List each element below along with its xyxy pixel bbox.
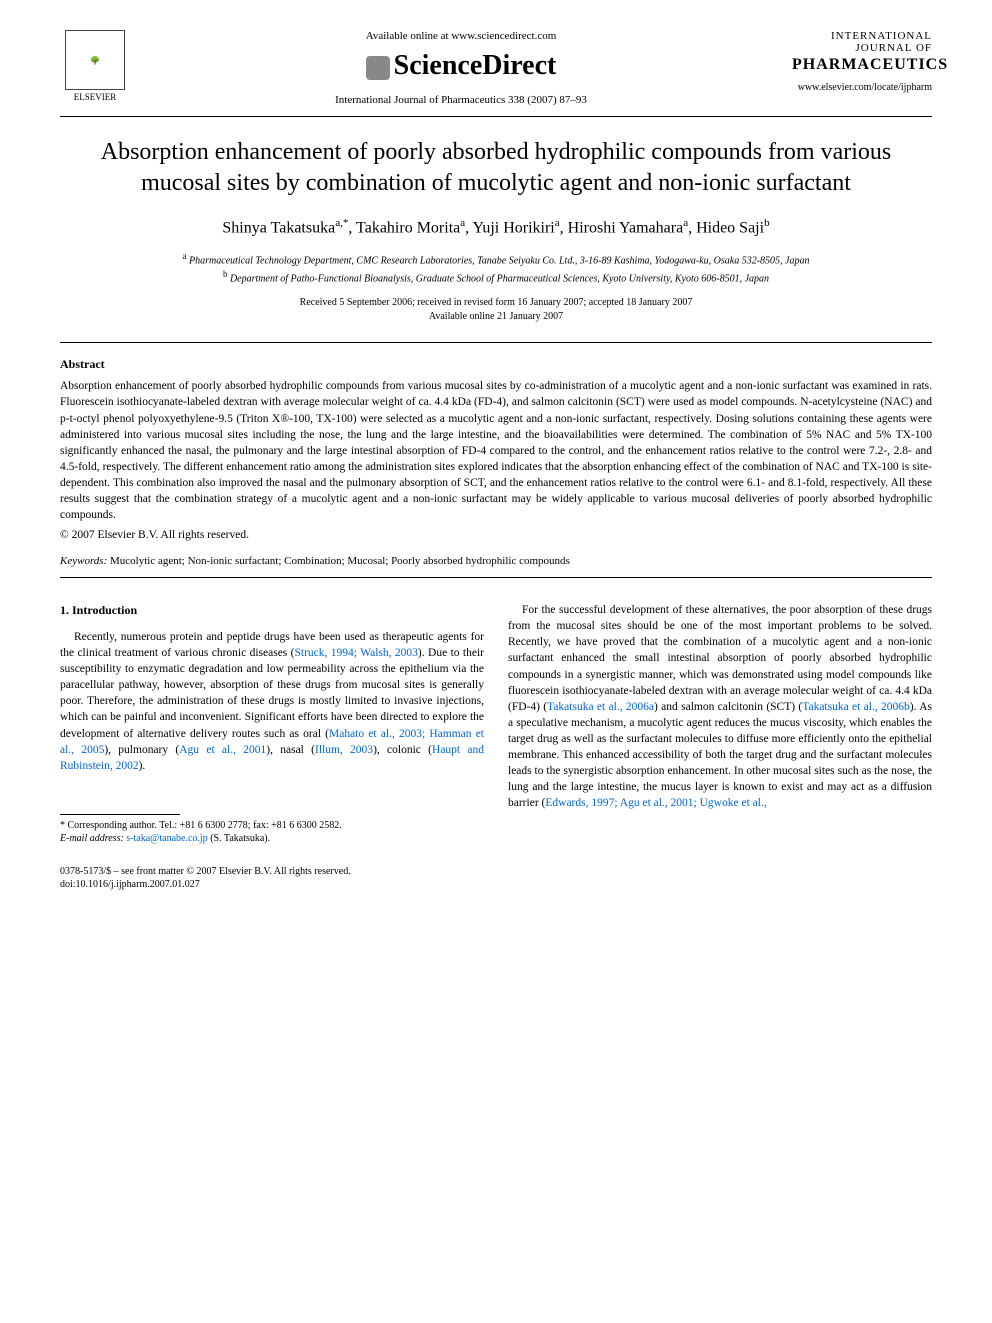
abstract-heading: Abstract [60, 357, 932, 372]
keywords-text: Mucolytic agent; Non-ionic surfactant; C… [107, 555, 570, 567]
available-date: Available online 21 January 2007 [60, 310, 932, 324]
elsevier-label: ELSEVIER [60, 92, 130, 102]
journal-url: www.elsevier.com/locate/ijpharm [792, 82, 932, 93]
journal-name-big: PHARMACEUTICS [792, 56, 932, 74]
sciencedirect-text: ScienceDirect [394, 50, 557, 81]
body-columns: 1. Introduction Recently, numerous prote… [60, 602, 932, 845]
corresponding-author: * Corresponding author. Tel.: +81 6 6300… [60, 819, 484, 832]
ref-takatsuka-b[interactable]: Takatsuka et al., 2006b [802, 701, 910, 713]
ref-takatsuka-a[interactable]: Takatsuka et al., 2006a [547, 701, 654, 713]
abstract-body: Absorption enhancement of poorly absorbe… [60, 378, 932, 523]
email-name: (S. Takatsuka). [210, 833, 270, 844]
affiliation-b: b Department of Patho-Functional Bioanal… [60, 268, 932, 286]
sciencedirect-logo: ScienceDirect [130, 50, 792, 82]
journal-reference: International Journal of Pharmaceutics 3… [130, 94, 792, 106]
email-address[interactable]: s-taka@tanabe.co.jp [124, 833, 210, 844]
copyright: © 2007 Elsevier B.V. All rights reserved… [60, 529, 932, 541]
footer-doi: doi:10.1016/j.ijpharm.2007.01.027 [60, 878, 932, 891]
footnote-rule [60, 814, 180, 815]
journal-name-small: INTERNATIONAL JOURNAL OF [792, 30, 932, 54]
available-online-text: Available online at www.sciencedirect.co… [130, 30, 792, 42]
keywords-label: Keywords: [60, 555, 107, 567]
affiliations: a Pharmaceutical Technology Department, … [60, 250, 932, 287]
elsevier-logo: 🌳 ELSEVIER [60, 30, 130, 102]
sciencedirect-icon [366, 56, 390, 80]
intro-paragraph-2: For the successful development of these … [508, 602, 932, 811]
abstract-bottom-rule [60, 577, 932, 578]
center-header: Available online at www.sciencedirect.co… [130, 30, 792, 106]
section-1-heading: 1. Introduction [60, 602, 484, 619]
received-date: Received 5 September 2006; received in r… [60, 296, 932, 310]
footnote: * Corresponding author. Tel.: +81 6 6300… [60, 819, 484, 845]
right-header: INTERNATIONAL JOURNAL OF PHARMACEUTICS w… [792, 30, 932, 93]
ref-illum[interactable]: Illum, 2003 [315, 744, 373, 756]
affiliation-a: a Pharmaceutical Technology Department, … [60, 250, 932, 268]
elsevier-tree-icon: 🌳 [65, 30, 125, 90]
authors: Shinya Takatsukaa,*, Takahiro Moritaa, Y… [60, 217, 932, 237]
right-column: For the successful development of these … [508, 602, 932, 845]
top-rule [60, 116, 932, 117]
ref-edwards-agu-ugwoke[interactable]: Edwards, 1997; Agu et al., 2001; Ugwoke … [545, 797, 766, 809]
abstract-top-rule [60, 342, 932, 343]
ref-agu[interactable]: Agu et al., 2001 [179, 744, 266, 756]
email-line: E-mail address: s-taka@tanabe.co.jp (S. … [60, 832, 484, 845]
ref-struck-walsh[interactable]: Struck, 1994; Walsh, 2003 [295, 647, 418, 659]
article-title: Absorption enhancement of poorly absorbe… [100, 137, 892, 199]
dates: Received 5 September 2006; received in r… [60, 296, 932, 324]
intro-paragraph-1: Recently, numerous protein and peptide d… [60, 629, 484, 774]
header-row: 🌳 ELSEVIER Available online at www.scien… [60, 30, 932, 106]
keywords: Keywords: Mucolytic agent; Non-ionic sur… [60, 555, 932, 567]
footer-issn: 0378-5173/$ – see front matter © 2007 El… [60, 865, 932, 878]
email-label: E-mail address: [60, 833, 124, 844]
footer: 0378-5173/$ – see front matter © 2007 El… [60, 865, 932, 891]
left-column: 1. Introduction Recently, numerous prote… [60, 602, 484, 845]
